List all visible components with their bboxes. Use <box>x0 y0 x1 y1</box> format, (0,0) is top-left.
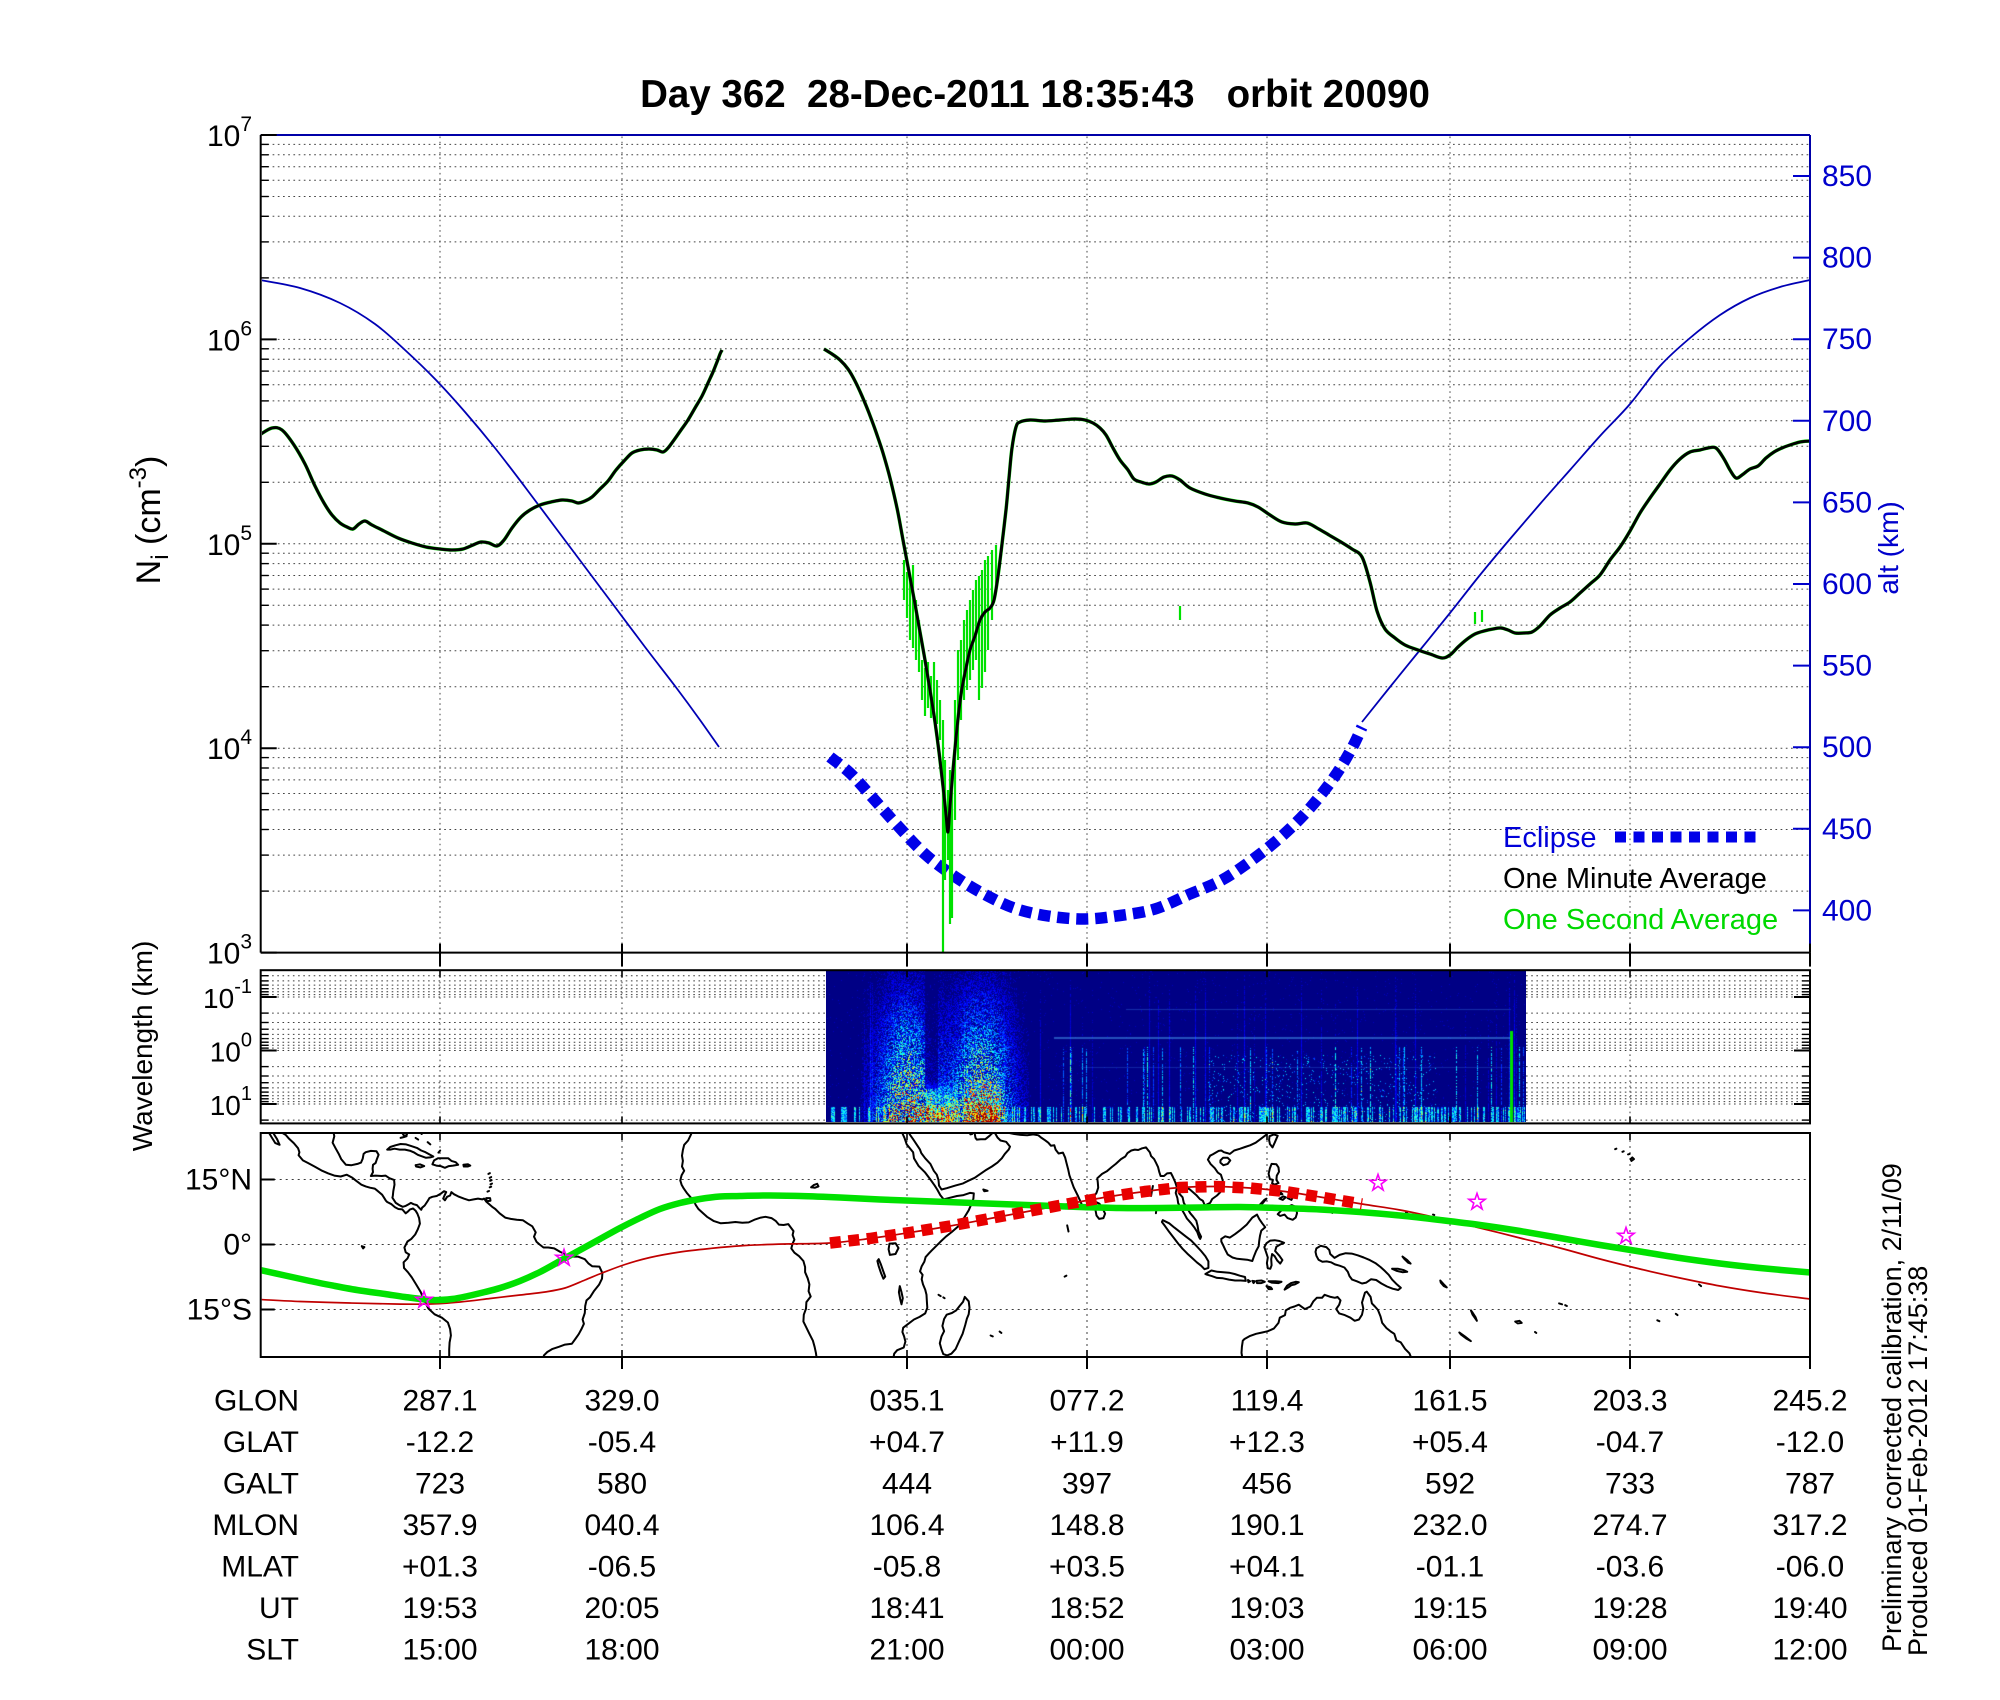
svg-text:-05.4: -05.4 <box>588 1426 656 1459</box>
svg-text:GLON: GLON <box>214 1385 299 1418</box>
svg-text:103: 103 <box>207 931 252 971</box>
svg-text:104: 104 <box>207 726 252 766</box>
svg-text:580: 580 <box>597 1468 647 1501</box>
svg-text:800: 800 <box>1822 242 1872 275</box>
svg-text:397: 397 <box>1062 1468 1112 1501</box>
svg-text:-06.0: -06.0 <box>1776 1551 1844 1584</box>
svg-text:119.4: 119.4 <box>1231 1385 1304 1418</box>
svg-text:245.2: 245.2 <box>1772 1385 1847 1418</box>
svg-text:Day 362 28-Dec-2011 18:35:43: Day 362 28-Dec-2011 18:35:43 orbit 20090 <box>640 73 1430 116</box>
svg-text:Preliminary corrected calibrat: Preliminary corrected calibration, 2/11/… <box>1877 1163 1907 1652</box>
svg-text:-01.1: -01.1 <box>1416 1551 1484 1584</box>
svg-text:650: 650 <box>1822 486 1872 519</box>
svg-text:-05.8: -05.8 <box>873 1551 941 1584</box>
svg-text:106.4: 106.4 <box>869 1509 944 1542</box>
svg-text:00:00: 00:00 <box>1049 1634 1124 1667</box>
svg-text:850: 850 <box>1822 160 1872 193</box>
svg-text:+04.1: +04.1 <box>1229 1551 1305 1584</box>
svg-text:19:53: 19:53 <box>402 1592 477 1625</box>
svg-text:100: 100 <box>210 1030 252 1068</box>
svg-text:+12.3: +12.3 <box>1229 1426 1305 1459</box>
svg-text:alt (km): alt (km) <box>1873 501 1904 594</box>
svg-text:MLON: MLON <box>212 1509 299 1542</box>
svg-text:18:52: 18:52 <box>1049 1592 1124 1625</box>
svg-text:400: 400 <box>1822 894 1872 927</box>
svg-text:101: 101 <box>210 1083 252 1121</box>
svg-text:GALT: GALT <box>223 1468 299 1501</box>
svg-text:Ni (cm-3): Ni (cm-3) <box>125 456 174 585</box>
svg-text:12:00: 12:00 <box>1772 1634 1847 1667</box>
svg-text:15°S: 15°S <box>187 1294 252 1327</box>
svg-text:077.2: 077.2 <box>1049 1385 1124 1418</box>
svg-text:18:41: 18:41 <box>869 1592 944 1625</box>
svg-text:444: 444 <box>882 1468 932 1501</box>
svg-text:161.5: 161.5 <box>1412 1385 1487 1418</box>
svg-text:750: 750 <box>1822 323 1872 356</box>
svg-text:Wavelength (km): Wavelength (km) <box>127 941 158 1152</box>
svg-text:Produced 01-Feb-2012 17:45:38: Produced 01-Feb-2012 17:45:38 <box>1903 1266 1933 1656</box>
svg-text:18:00: 18:00 <box>584 1634 659 1667</box>
svg-text:0°: 0° <box>223 1229 252 1262</box>
svg-text:787: 787 <box>1785 1468 1835 1501</box>
svg-text:733: 733 <box>1605 1468 1655 1501</box>
svg-text:550: 550 <box>1822 650 1872 683</box>
svg-text:06:00: 06:00 <box>1412 1634 1487 1667</box>
svg-text:600: 600 <box>1822 568 1872 601</box>
svg-text:357.9: 357.9 <box>402 1509 477 1542</box>
svg-text:329.0: 329.0 <box>584 1385 659 1418</box>
svg-text:15°N: 15°N <box>185 1164 252 1197</box>
svg-text:274.7: 274.7 <box>1592 1509 1667 1542</box>
svg-text:035.1: 035.1 <box>869 1385 944 1418</box>
svg-text:19:40: 19:40 <box>1772 1592 1847 1625</box>
svg-text:+04.7: +04.7 <box>869 1426 945 1459</box>
svg-text:GLAT: GLAT <box>223 1426 299 1459</box>
svg-text:700: 700 <box>1822 405 1872 438</box>
svg-text:15:00: 15:00 <box>402 1634 477 1667</box>
svg-text:-04.7: -04.7 <box>1596 1426 1664 1459</box>
svg-text:19:15: 19:15 <box>1412 1592 1487 1625</box>
svg-text:105: 105 <box>207 522 252 562</box>
svg-text:-12.0: -12.0 <box>1776 1426 1844 1459</box>
svg-text:One Minute Average: One Minute Average <box>1503 863 1767 895</box>
svg-text:20:05: 20:05 <box>584 1592 659 1625</box>
svg-text:450: 450 <box>1822 813 1872 846</box>
svg-text:SLT: SLT <box>246 1634 299 1667</box>
svg-text:148.8: 148.8 <box>1049 1509 1124 1542</box>
svg-text:19:03: 19:03 <box>1229 1592 1304 1625</box>
svg-text:456: 456 <box>1242 1468 1292 1501</box>
svg-text:317.2: 317.2 <box>1772 1509 1847 1542</box>
svg-text:232.0: 232.0 <box>1412 1509 1487 1542</box>
svg-text:09:00: 09:00 <box>1592 1634 1667 1667</box>
svg-text:-12.2: -12.2 <box>406 1426 474 1459</box>
svg-text:MLAT: MLAT <box>221 1551 299 1584</box>
svg-text:+01.3: +01.3 <box>402 1551 478 1584</box>
svg-text:203.3: 203.3 <box>1592 1385 1667 1418</box>
svg-text:-03.6: -03.6 <box>1596 1551 1664 1584</box>
svg-text:592: 592 <box>1425 1468 1475 1501</box>
svg-text:723: 723 <box>415 1468 465 1501</box>
svg-text:+11.9: +11.9 <box>1050 1426 1124 1459</box>
svg-text:106: 106 <box>207 317 252 357</box>
svg-text:03:00: 03:00 <box>1229 1634 1304 1667</box>
svg-text:Eclipse: Eclipse <box>1503 822 1597 854</box>
svg-text:10-1: 10-1 <box>203 976 252 1014</box>
svg-text:One Second Average: One Second Average <box>1503 904 1778 936</box>
svg-text:107: 107 <box>207 113 252 153</box>
svg-text:21:00: 21:00 <box>869 1634 944 1667</box>
svg-text:UT: UT <box>259 1592 299 1625</box>
svg-text:-06.5: -06.5 <box>588 1551 656 1584</box>
svg-text:+05.4: +05.4 <box>1412 1426 1488 1459</box>
svg-text:287.1: 287.1 <box>402 1385 477 1418</box>
svg-text:190.1: 190.1 <box>1229 1509 1304 1542</box>
svg-text:040.4: 040.4 <box>584 1509 659 1542</box>
svg-text:+03.5: +03.5 <box>1049 1551 1125 1584</box>
svg-text:19:28: 19:28 <box>1592 1592 1667 1625</box>
svg-text:500: 500 <box>1822 731 1872 764</box>
